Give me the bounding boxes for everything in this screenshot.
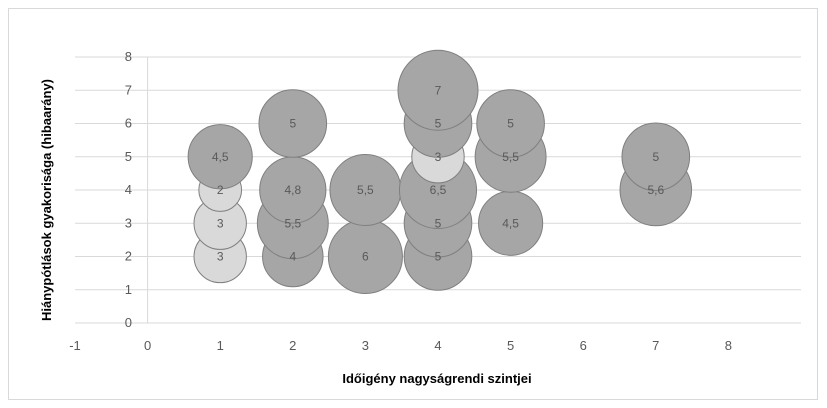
x-tick-label: 2: [289, 338, 296, 353]
y-tick-label: 8: [125, 49, 132, 64]
x-tick-label: 5: [507, 338, 514, 353]
bubble: [397, 49, 479, 131]
bubble-label: 5: [289, 117, 296, 131]
bubble-label: 3: [435, 150, 442, 164]
y-tick-label: 4: [125, 182, 132, 197]
y-tick-label: 3: [125, 215, 132, 230]
bubble: [187, 124, 253, 190]
bubble-label: 4,8: [284, 183, 301, 197]
bubble-label: 4,5: [212, 150, 229, 164]
x-tick-label: 7: [652, 338, 659, 353]
bubble-label: 5: [435, 117, 442, 131]
bubble-label: 4: [289, 250, 296, 264]
bubble-label: 3: [217, 216, 224, 230]
bubble-label: 5: [507, 117, 514, 131]
x-axis-title: Időigény nagyságrendi szintjei: [342, 371, 531, 386]
bubble-label: 2: [217, 183, 224, 197]
y-tick-label: 0: [125, 315, 132, 330]
bubble-label: 3: [217, 250, 224, 264]
bubble-label: 5,5: [502, 150, 519, 164]
x-tick-label: 6: [580, 338, 587, 353]
y-tick-label: 1: [125, 282, 132, 297]
bubble-label: 6,5: [430, 183, 447, 197]
axis-ticks: 0 1 2 3 4 5 6 7 8 -1 0 1 2 3 4 5 6 7 8: [69, 49, 732, 353]
x-tick-label: -1: [69, 338, 81, 353]
bubble: [258, 89, 328, 158]
bubble-label: 4,5: [502, 216, 519, 230]
x-tick-label: 0: [144, 338, 151, 353]
x-tick-label: 1: [217, 338, 224, 353]
bubble-label: 7: [435, 83, 442, 97]
x-tick-label: 3: [362, 338, 369, 353]
bubble-label: 5,5: [284, 216, 301, 230]
bubble-label: 5: [435, 216, 442, 230]
y-tick-label: 6: [125, 116, 132, 131]
bubble-label: 5,6: [647, 183, 664, 197]
bubble-label: 5: [652, 150, 659, 164]
y-tick-label: 2: [125, 249, 132, 264]
bubble-label: 6: [362, 250, 369, 264]
y-tick-label: 7: [125, 82, 132, 97]
bubble-label: 5: [435, 250, 442, 264]
y-tick-label: 5: [125, 149, 132, 164]
bubble: [621, 122, 691, 192]
bubble: [476, 89, 545, 158]
bubbles: 3 3 2 4,5 4 5,5 4,8 5 6 5,5 5 5 6,5 3 5 7 4,5 5,5 5 5,6 5: [187, 49, 693, 295]
x-tick-label: 8: [725, 338, 732, 353]
bubble-label: 5,5: [357, 183, 374, 197]
x-tick-label: 4: [434, 338, 441, 353]
y-axis-title: Hiánypótlások gyakorisága (hibaarány): [39, 79, 54, 321]
